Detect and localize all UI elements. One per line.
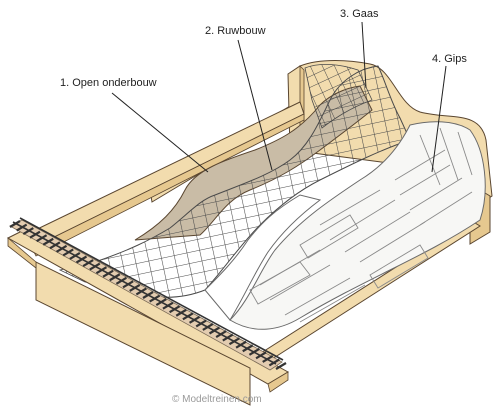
- track-sleeper: [175, 308, 187, 317]
- track-sleeper: [268, 358, 280, 367]
- track-sleeper: [155, 298, 167, 307]
- track-sleeper: [69, 252, 81, 260]
- label-open-onderbouw: 1. Open onderbouw: [60, 77, 157, 89]
- track-sleeper: [188, 315, 201, 324]
- track-sleeper: [208, 326, 221, 335]
- leader-open-onderbouw: [111, 92, 209, 173]
- track-sleeper: [29, 230, 41, 239]
- track-sleeper: [169, 305, 181, 314]
- credit-text: © Modeltreinen.com: [172, 394, 262, 405]
- track-sleeper: [115, 276, 127, 285]
- track-sleeper: [215, 330, 227, 338]
- track-sleeper: [182, 312, 194, 321]
- track-sleeper: [222, 333, 234, 342]
- front-board: [6, 227, 290, 406]
- label-ruwbouw: 2. Ruwbouw: [205, 25, 266, 37]
- track-sleeper: [142, 291, 154, 299]
- track-sleeper: [9, 220, 21, 228]
- track-sleeper: [42, 237, 54, 246]
- track-sleeper: [149, 294, 161, 303]
- track-sleeper: [55, 244, 68, 253]
- track-sleeper: [36, 234, 48, 243]
- track-sleeper: [16, 223, 28, 232]
- railway-track: [9, 217, 287, 371]
- track-sleeper: [135, 287, 147, 296]
- label-gips: 4. Gips: [432, 53, 467, 65]
- track-sleeper: [75, 255, 88, 264]
- gips-plaster: [204, 121, 486, 330]
- track-sleeper: [102, 269, 114, 278]
- leader-gips: [431, 65, 447, 173]
- track-sleeper: [109, 273, 121, 282]
- track-sleeper: [195, 319, 207, 328]
- track-sleeper: [202, 323, 214, 331]
- leader-ruwbouw: [237, 39, 273, 171]
- track-sleeper: [242, 344, 254, 353]
- track-sleeper: [235, 340, 247, 349]
- track-sleeper: [162, 301, 174, 310]
- leader-gaas: [361, 21, 367, 89]
- track-sleeper: [262, 354, 274, 363]
- track-sleeper: [228, 337, 241, 346]
- track-sleeper: [82, 259, 94, 267]
- track-sleeper: [275, 362, 287, 370]
- leader-lines: [111, 21, 447, 173]
- track-sleeper: [255, 351, 267, 360]
- track-sleeper: [129, 283, 141, 292]
- track-sleeper: [49, 241, 61, 250]
- track-sleeper: [248, 347, 260, 356]
- track-sleeper: [89, 262, 101, 271]
- track-sleeper: [62, 248, 74, 257]
- track-sleeper: [22, 227, 34, 236]
- track-sleeper: [95, 266, 108, 275]
- label-gaas: 3. Gaas: [340, 8, 379, 20]
- track-sleeper: [122, 280, 134, 289]
